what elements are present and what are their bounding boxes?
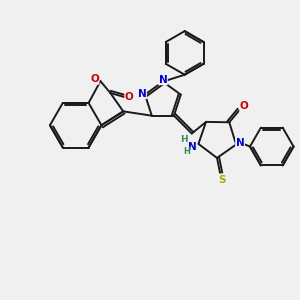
Text: H: H (180, 135, 188, 144)
Text: N: N (158, 75, 167, 85)
Text: N: N (138, 89, 146, 99)
Text: S: S (218, 175, 226, 185)
Text: O: O (125, 92, 134, 102)
Text: N: N (188, 142, 197, 152)
Text: H: H (183, 147, 190, 156)
Text: N: N (236, 138, 244, 148)
Text: O: O (90, 74, 99, 84)
Text: O: O (240, 101, 248, 111)
